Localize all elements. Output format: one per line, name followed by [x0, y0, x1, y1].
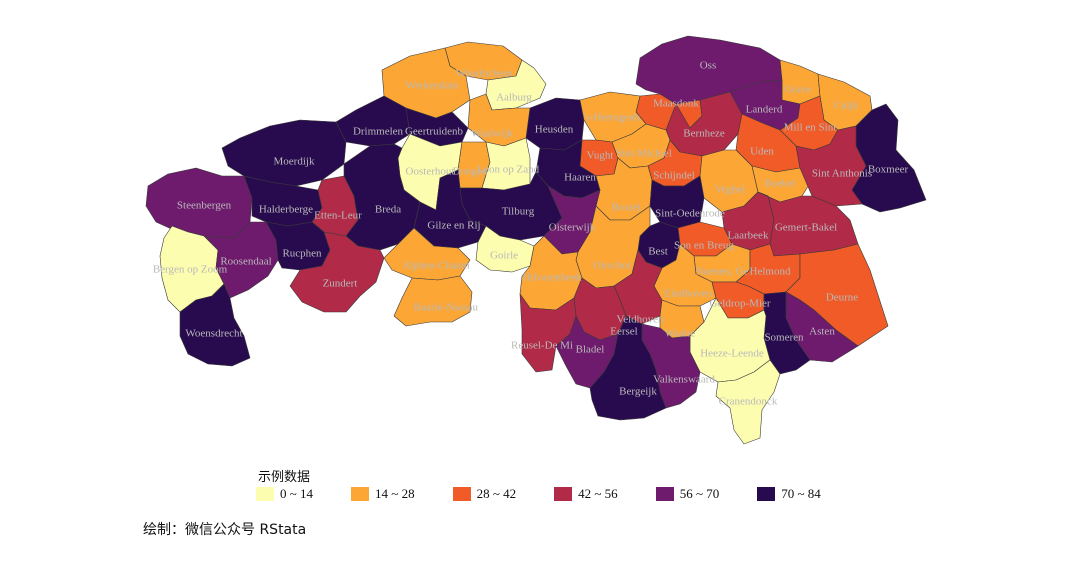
- municipality-region: [203, 221, 279, 299]
- municipality-label: Cranendonck: [719, 396, 778, 408]
- municipality-label: Valkenswaard: [653, 374, 715, 386]
- legend-item: 28 ~ 42: [452, 486, 517, 502]
- municipality-label: Bernheze: [683, 128, 725, 140]
- municipality-label: Uden: [750, 146, 774, 158]
- legend-label: 70 ~ 84: [781, 486, 821, 501]
- municipality-label: Loon op Zand: [477, 164, 540, 176]
- municipality-label: Schijndel: [653, 170, 695, 182]
- municipality-label: Grave: [785, 84, 812, 96]
- municipality-label: Reusel-De Mi: [511, 340, 573, 352]
- municipality-label: Son en Breug: [674, 240, 734, 252]
- municipality-region: [715, 359, 781, 445]
- municipality-label: Dongen: [453, 166, 488, 178]
- municipality-label: Sint-Oedenrode: [655, 208, 725, 220]
- legend-swatch: [452, 487, 471, 501]
- municipality-label: Veghel: [715, 184, 746, 196]
- municipality-label: Alphen-Chaam: [402, 260, 470, 272]
- municipality-label: Sint Anthonis: [812, 168, 872, 180]
- municipality-region: [589, 315, 667, 421]
- municipality-label: Eersel: [610, 326, 637, 338]
- municipality-label: Someren: [764, 332, 804, 344]
- caption: 绘制：微信公众号 RStata: [143, 522, 307, 538]
- municipality-label: Roosendaal: [220, 256, 271, 268]
- municipality-label: Etten-Leur: [314, 210, 362, 222]
- legend-swatch: [554, 487, 573, 501]
- municipality-region: [649, 175, 705, 229]
- legend-item: 42 ~ 56: [554, 486, 618, 502]
- municipality-label: Steenbergen: [177, 200, 232, 212]
- municipality-region: [393, 275, 473, 327]
- legend-item: 70 ~ 84: [757, 486, 821, 502]
- municipality-label: Geertruidenb: [405, 126, 464, 138]
- municipality-label: Drimmelen: [353, 126, 404, 138]
- municipality-label: Mill en Sint: [784, 122, 837, 134]
- municipality-label: Breda: [375, 204, 401, 216]
- municipality-label: Woudrichem: [456, 68, 513, 80]
- municipality-label: Gemert-Bakel: [775, 222, 837, 234]
- municipality-label: Boekel: [764, 178, 795, 190]
- municipality-label: Zundert: [323, 278, 358, 290]
- municipality-label: Gilze en Rij: [427, 220, 480, 232]
- municipality-label: Tilburg: [502, 206, 535, 218]
- municipality-label: Helmond: [750, 266, 791, 278]
- legend-item: 0 ~ 14: [256, 486, 313, 502]
- municipality-label: Oosterhout: [406, 166, 455, 178]
- municipality-label: Landerd: [746, 104, 783, 116]
- legend-swatch: [655, 487, 674, 501]
- municipality-label: Boxmeer: [868, 164, 909, 176]
- legend-label: 42 ~ 56: [578, 486, 618, 501]
- legend-item: 56 ~ 70: [655, 486, 720, 502]
- legend: 0 ~ 14 14 ~ 28 28 ~ 42 42 ~ 56 56 ~ 70 7…: [256, 486, 859, 502]
- municipality-region: [851, 103, 927, 213]
- municipality-region: [289, 231, 385, 313]
- legend-item: 14 ~ 28: [351, 486, 415, 502]
- municipality-region: [779, 59, 821, 105]
- municipality-label: Cuijk: [834, 100, 859, 112]
- municipality-label: Bergen op Zoom: [153, 264, 228, 276]
- municipality-label: Werkendam: [406, 80, 459, 92]
- legend-label: 28 ~ 42: [476, 486, 517, 501]
- municipality-label: Nuenen, Ge: [696, 266, 749, 278]
- municipality-label: Maasdonk: [653, 98, 699, 110]
- municipality-label: 's-Hertogenb: [584, 112, 641, 124]
- municipality-label: Deurne: [826, 292, 858, 304]
- municipality-label: Laarbeek: [728, 230, 769, 242]
- legend-swatch: [351, 487, 370, 501]
- municipality-label: Rucphen: [282, 248, 322, 260]
- municipality-label: Woensdrecht: [185, 328, 242, 340]
- legend-title: 示例数据: [258, 470, 311, 485]
- municipality-label: Sint-Michiel: [616, 148, 672, 160]
- municipality-label: Geldrop-Mier: [709, 298, 770, 310]
- municipality-label: Asten: [809, 326, 835, 338]
- municipality-label: Oisterwijk: [549, 222, 596, 234]
- municipality-label: Heusden: [535, 124, 574, 136]
- municipality-label: Hilvarenbeek: [522, 272, 582, 284]
- municipality-label: Aalburg: [496, 92, 532, 104]
- legend-label: 56 ~ 70: [679, 486, 720, 501]
- municipality-label: Waalwijk: [471, 128, 513, 140]
- municipality-label: Halderberge: [259, 204, 313, 216]
- legend-swatch: [757, 487, 776, 501]
- municipality-region: [795, 125, 867, 207]
- municipality-label: Boxtel: [611, 202, 640, 214]
- legend-swatch: [256, 487, 274, 501]
- municipality-label: Eindhoven: [664, 288, 712, 300]
- municipality-label: Vught: [587, 150, 614, 162]
- municipality-label: Moerdijk: [274, 156, 315, 168]
- municipality-label: Oirschot: [593, 260, 631, 272]
- municipality-label: Heeze-Leende: [700, 348, 764, 360]
- municipality-label: Goirle: [490, 250, 518, 262]
- municipality-label: Veldhoven: [616, 314, 664, 326]
- municipality-region: [179, 283, 251, 367]
- municipality-label: Oss: [700, 60, 717, 72]
- legend-label: 0 ~ 14: [280, 486, 314, 501]
- legend-label: 14 ~ 28: [375, 486, 415, 501]
- municipality-label: Waalre: [665, 328, 696, 340]
- municipality-label: Bladel: [576, 344, 605, 356]
- municipality-label: Bergeijk: [619, 386, 657, 398]
- municipality-label: Haaren: [564, 172, 596, 184]
- municipality-label: Baarle-Nassau: [414, 302, 479, 314]
- municipality-label: Best: [648, 246, 668, 258]
